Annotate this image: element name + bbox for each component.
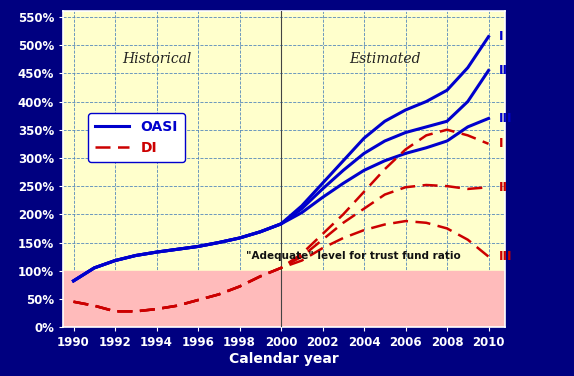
Bar: [63, 271, 505, 327]
X-axis label: Calendar year: Calendar year: [229, 352, 339, 366]
Text: II: II: [499, 181, 508, 194]
Text: II: II: [499, 64, 508, 77]
Text: "Adequate" level for trust fund ratio: "Adequate" level for trust fund ratio: [246, 250, 461, 261]
Text: I: I: [499, 30, 503, 43]
Text: I: I: [499, 137, 503, 150]
Text: III: III: [499, 250, 513, 263]
Text: Estimated: Estimated: [349, 52, 421, 66]
Text: III: III: [499, 112, 513, 125]
Text: Historical: Historical: [122, 52, 191, 66]
Legend: OASI, DI: OASI, DI: [88, 113, 185, 162]
